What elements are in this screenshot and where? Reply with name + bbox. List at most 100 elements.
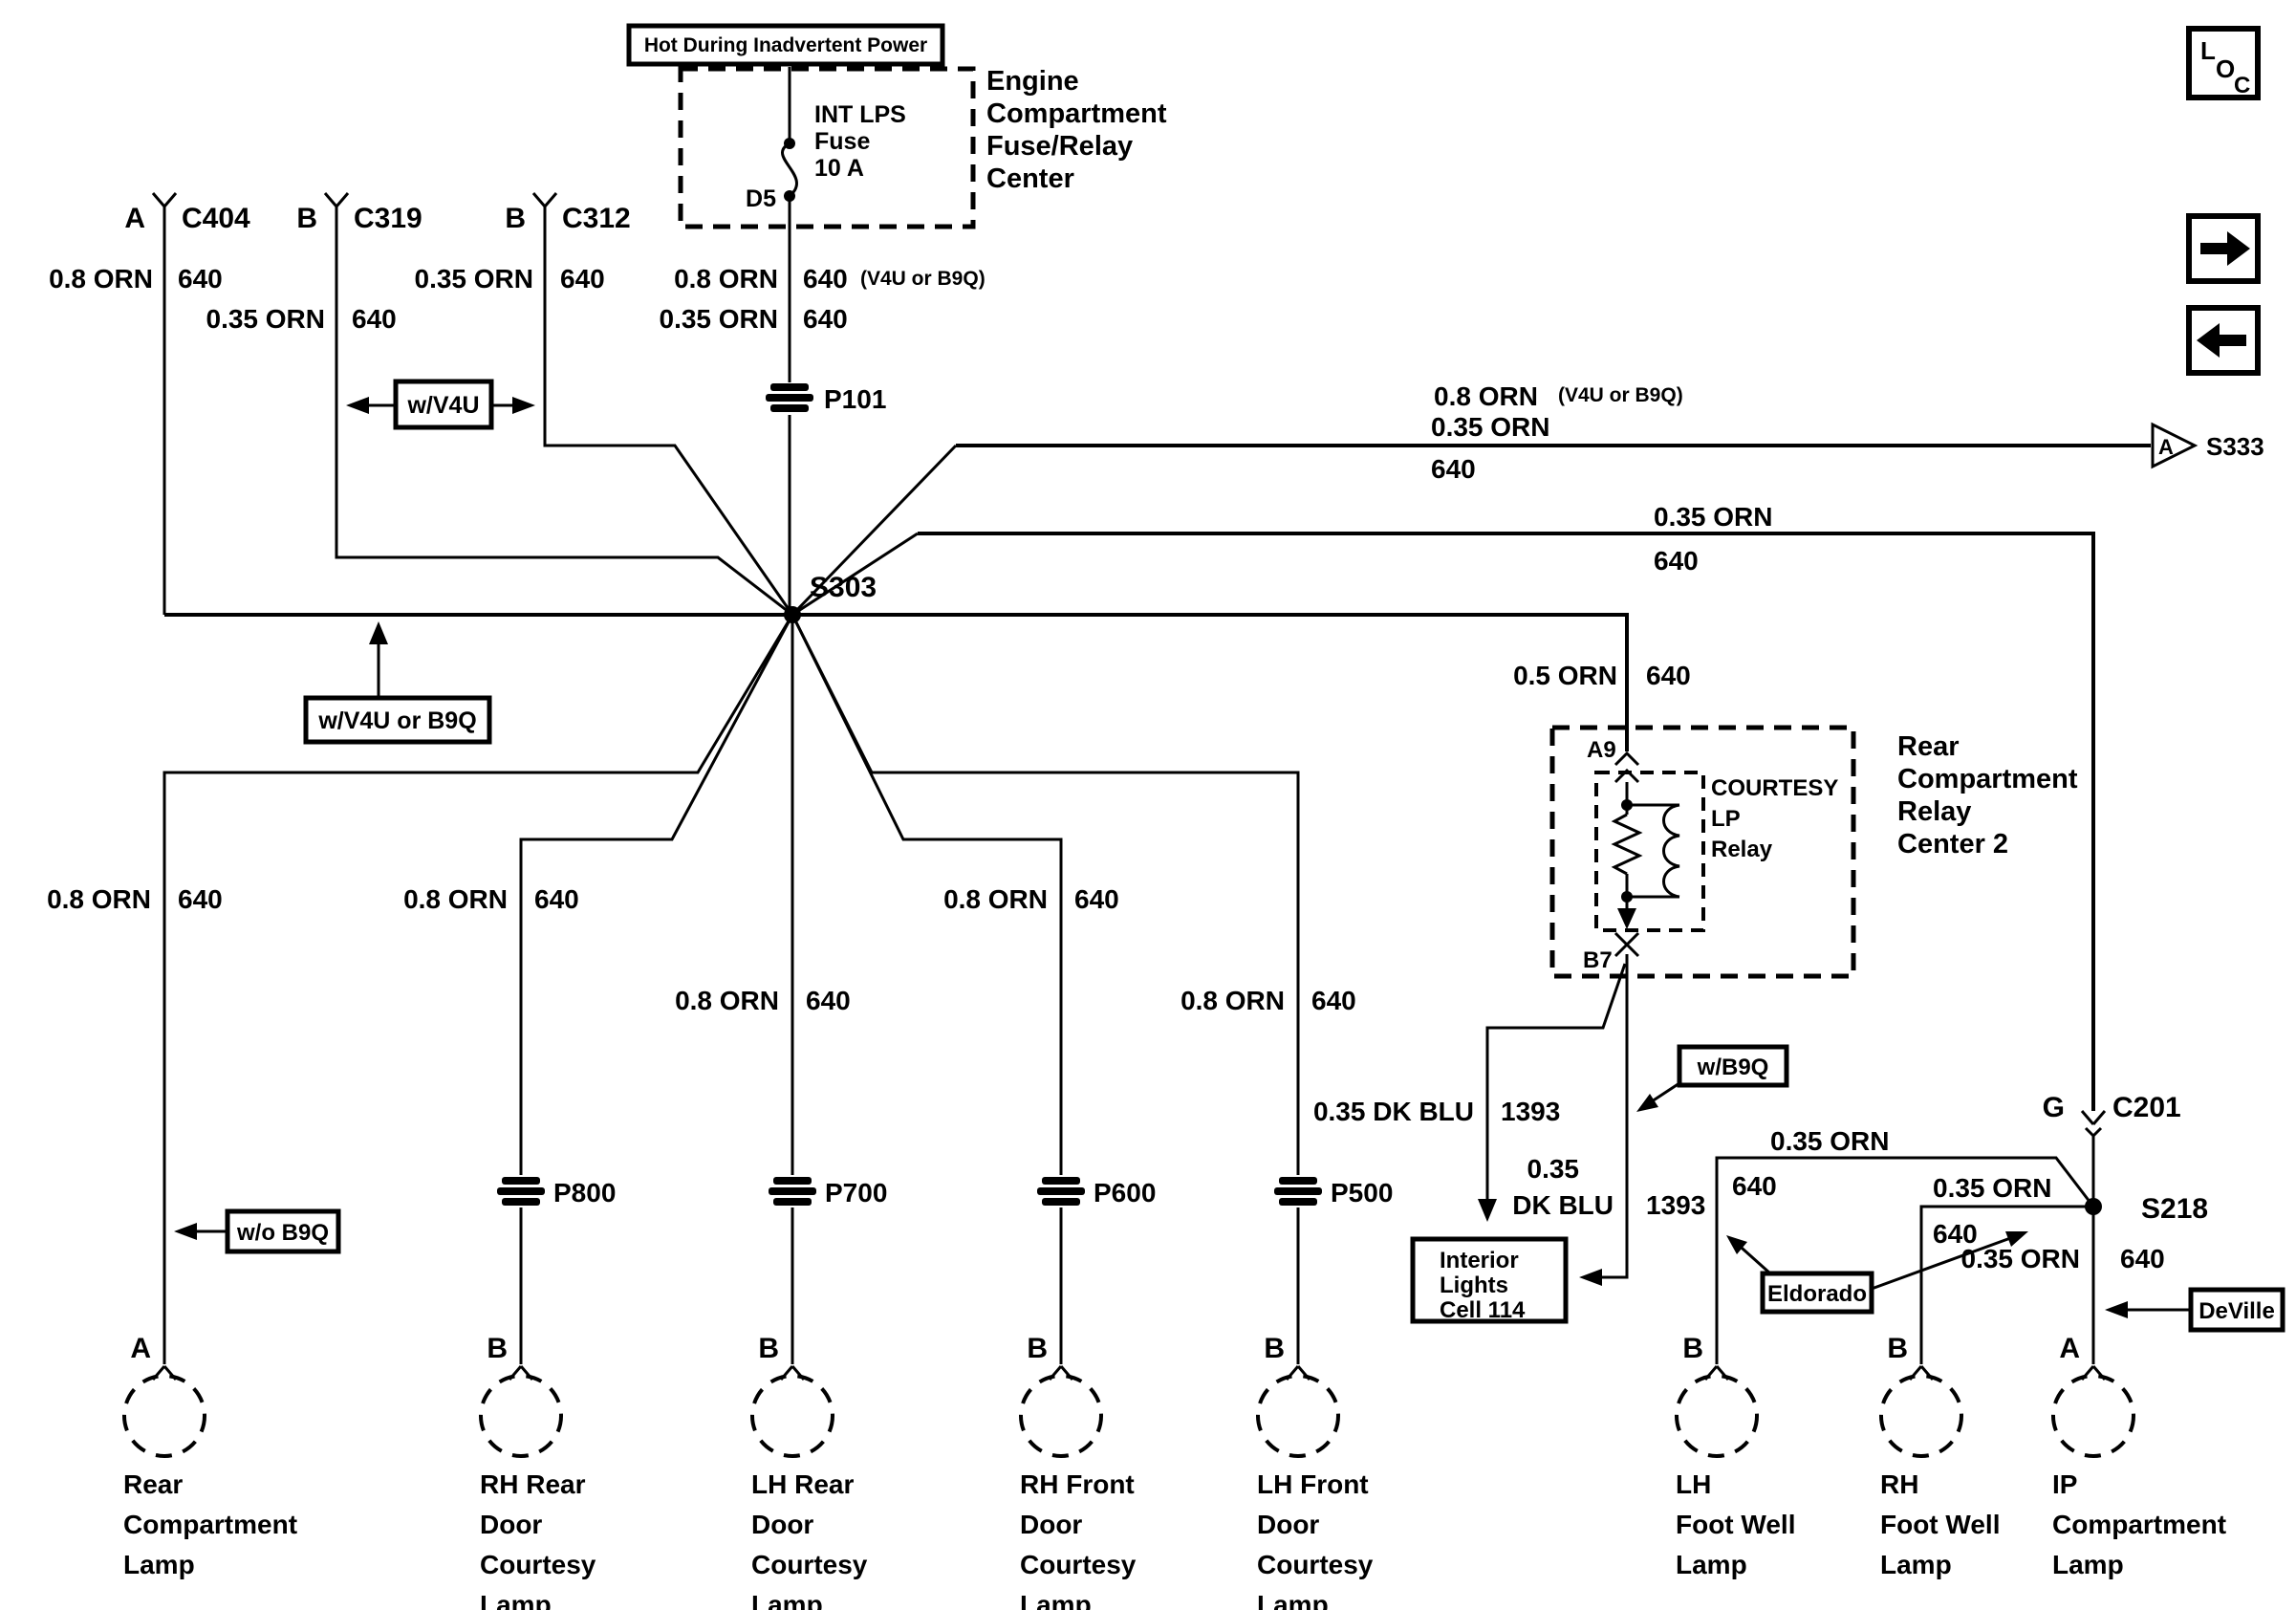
interior-line-1: Interior [1440, 1248, 1519, 1273]
lhr-lamp-name-2: Door [751, 1510, 813, 1539]
rhf-lamp-name-4: Lamp [1020, 1590, 1092, 1610]
p600-grommet-icon [1037, 1177, 1085, 1206]
relay-center-name-2: Compartment [1897, 764, 2078, 794]
fuse-word: Fuse [814, 128, 870, 155]
c319-connector-icon [323, 192, 350, 207]
p700-wire-size: 0.8 ORN [675, 986, 779, 1015]
rear-wire-size: 0.8 ORN [47, 884, 151, 914]
lhf-lamp-name-4: Lamp [1257, 1590, 1329, 1610]
rhr-lamp-pin: B [487, 1333, 508, 1364]
rhf-lamp-name-2: Door [1020, 1510, 1082, 1539]
w-b9q-box [1677, 1044, 1789, 1088]
engine-center-name-4: Center [986, 163, 1074, 194]
wire-p800-column [519, 614, 794, 1364]
courtesy-relay-box [1594, 771, 1705, 932]
rear-lamp-name-1: Rear [123, 1469, 183, 1499]
p500-grommet-icon [1274, 1177, 1322, 1206]
engine-center-name-2: Compartment [986, 98, 1167, 129]
ip-lamp-name-3: Lamp [2052, 1550, 2124, 1579]
wire-p500-column [791, 614, 1300, 1364]
p500-label: P500 [1331, 1178, 1393, 1208]
p600-wire-size: 0.8 ORN [943, 884, 1048, 914]
p101-label: P101 [824, 384, 886, 414]
lhf-lamp-pin: B [1264, 1333, 1285, 1364]
c404-wire-ckt: 640 [178, 264, 223, 294]
c319-wire-size: 0.35 ORN [206, 304, 326, 334]
wire-c201-diag [791, 532, 919, 617]
c404-pin: A [124, 203, 145, 234]
c312-pin: B [505, 203, 526, 234]
c319-pin: B [296, 203, 317, 234]
rhr-lamp-name-4: Lamp [480, 1590, 552, 1610]
lh-rear-door-lamp-icon [750, 1374, 834, 1458]
wo-b9q-arrow-icon [174, 1223, 197, 1240]
rhfw-lamp-name-3: Lamp [1880, 1550, 1952, 1579]
eldorado-arrow-left-icon [1726, 1235, 1747, 1254]
ip-compartment-lamp-icon [2051, 1374, 2135, 1458]
fuse-wire-ckt: 640 [803, 264, 848, 294]
p600-label: P600 [1094, 1178, 1156, 1208]
s333-label: S333 [2206, 432, 2264, 461]
lhr-lamp-name-1: LH Rear [751, 1469, 854, 1499]
a9-terminal-icon [1614, 751, 1640, 784]
p101-grommet-icon [766, 383, 813, 412]
lhr-lamp-name-3: Courtesy [751, 1550, 868, 1579]
relay-name-1: COURTESY [1711, 775, 1838, 801]
loc-legend-button[interactable] [2186, 26, 2261, 100]
wv4u-arrow-right-icon [512, 397, 535, 414]
rhfw-wire-size: 0.35 ORN [1933, 1173, 2052, 1203]
eldorado-arrow-right-icon [2005, 1231, 2028, 1247]
fuse-top-dot [784, 138, 795, 149]
ip-lamp-name-1: IP [2052, 1469, 2077, 1499]
interior-arrow-down [1478, 1199, 1497, 1222]
s333-offpage-arrow-icon [2151, 422, 2199, 469]
arrow-left-icon [2197, 323, 2246, 358]
p800-wire-ckt: 640 [534, 884, 579, 914]
dkblu2-ckt: 1393 [1646, 1190, 1705, 1220]
lhfw-wire-size: 0.35 ORN [1770, 1126, 1890, 1156]
s333-wire-note: (V4U or B9Q) [1558, 384, 1683, 406]
relay-center-name-1: Rear [1897, 731, 1960, 762]
b7-terminal-icon [1614, 931, 1640, 958]
interior-line-2: Lights [1440, 1273, 1508, 1298]
rear-compartment-lamp-icon [122, 1374, 206, 1458]
rhfw-lamp-name-2: Foot Well [1880, 1510, 2000, 1539]
fuse-pin-d5: D5 [746, 185, 776, 212]
relay-name-3: Relay [1711, 837, 1773, 862]
p800-grommet-icon [497, 1177, 545, 1206]
dkblu2-size-line2: DK BLU [1512, 1190, 1614, 1220]
b7-label: B7 [1583, 947, 1613, 973]
lh-front-door-lamp-icon [1256, 1374, 1340, 1458]
lhf-lamp-name-1: LH Front [1257, 1469, 1369, 1499]
wire-b7-branchA [1485, 963, 1627, 1199]
c404-name: C404 [182, 203, 250, 234]
c312-wire-size: 0.35 ORN [415, 264, 534, 294]
wire-main-bus [164, 613, 1629, 751]
w-b9q-arrow-icon [1636, 1094, 1658, 1112]
c201-connector-icon [2080, 1110, 2107, 1138]
wv4u-label: w/V4U [406, 392, 479, 419]
lhfw-lamp-name-1: LH [1676, 1469, 1711, 1499]
fuse-name: INT LPS [814, 101, 906, 128]
rh-rear-door-lamp-icon [479, 1374, 563, 1458]
c312-wire-ckt: 640 [560, 264, 605, 294]
ip-wire-size: 0.35 ORN [1961, 1244, 2081, 1273]
deville-arrow-icon [2105, 1301, 2128, 1318]
wv4u-b9q-box [303, 695, 492, 745]
relay-junction-bottom [1621, 891, 1633, 903]
rear-lamp-pin: A [130, 1333, 151, 1364]
s333-wire-ckt: 640 [1431, 454, 1476, 484]
relay-resistor [1611, 813, 1643, 876]
rh-footwell-lamp-icon [1879, 1374, 1963, 1458]
s218-splice-dot [2085, 1198, 2102, 1215]
rh-front-door-lamp-icon [1019, 1374, 1103, 1458]
relay-name-2: LP [1711, 806, 1741, 832]
ip-wire-ckt: 640 [2120, 1244, 2165, 1273]
fuse-wire-note: (V4U or B9Q) [860, 268, 986, 290]
ip-lamp-name-2: Compartment [2052, 1510, 2226, 1539]
p600-wire-ckt: 640 [1074, 884, 1119, 914]
rear-wire-ckt: 640 [178, 884, 223, 914]
lhfw-wire-ckt: 640 [1732, 1171, 1777, 1201]
engine-center-name-1: Engine [986, 66, 1079, 97]
eldorado-arrow-right-shaft [1871, 1235, 2014, 1291]
